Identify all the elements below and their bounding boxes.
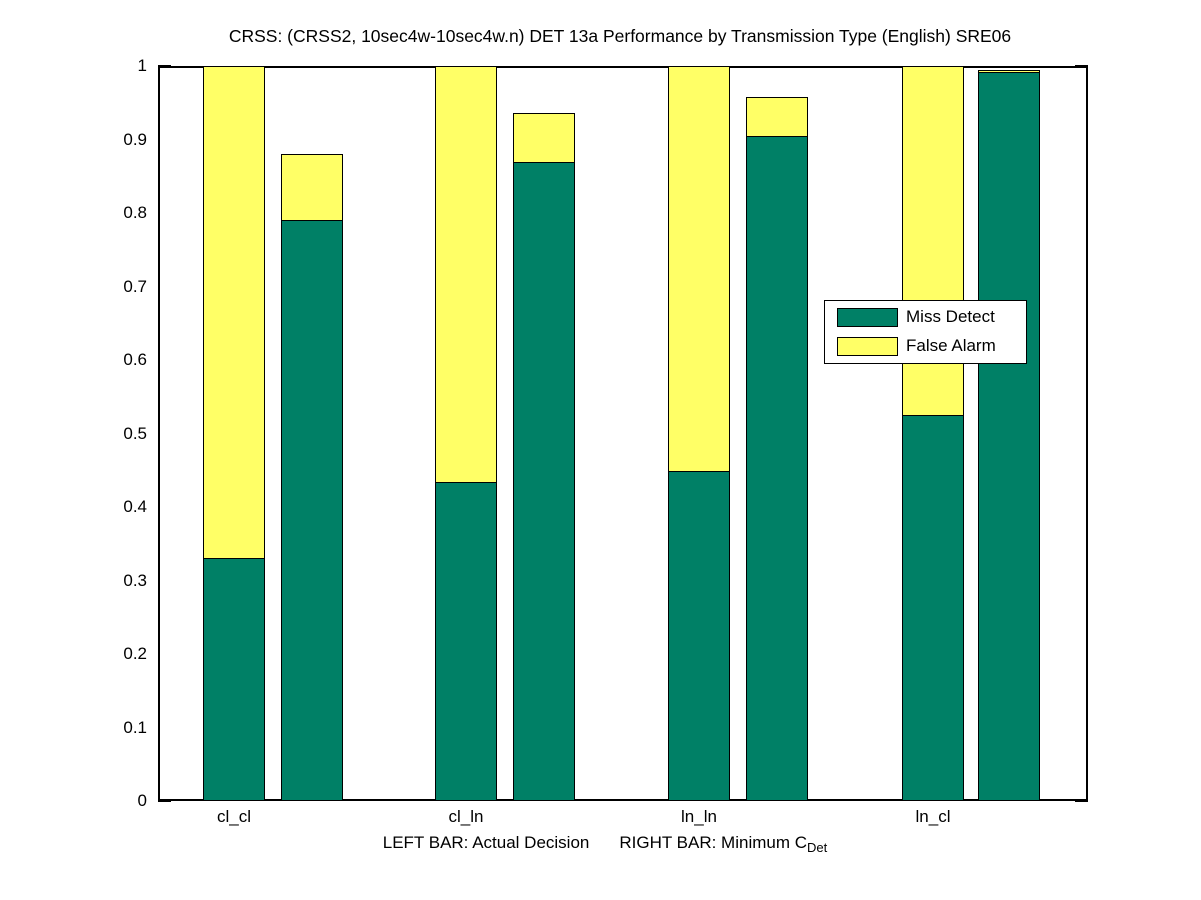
false-alarm-segment <box>203 66 265 560</box>
y-tick-label: 0.6 <box>123 350 147 369</box>
miss-detect-swatch <box>837 307 898 327</box>
false-alarm-segment <box>435 66 497 483</box>
chart-title: CRSS: (CRSS2, 10sec4w-10sec4w.n) DET 13a… <box>228 26 1012 46</box>
false-alarm-swatch <box>837 336 898 356</box>
y-tick-label: 0.2 <box>123 644 147 663</box>
miss-detect-segment <box>435 482 497 801</box>
miss-detect-segment <box>978 71 1040 801</box>
y-tick-right <box>1075 800 1088 802</box>
x-category-label: ln_cl <box>915 807 951 826</box>
y-tick-label: 0.3 <box>123 570 147 590</box>
y-tick-label: 0.4 <box>123 497 147 516</box>
x-axis-label-left: LEFT BAR: Actual Decision <box>382 833 590 852</box>
legend-box: Miss Detect False Alarm <box>824 300 1027 364</box>
x-axis-label-subscript: Det <box>807 840 828 855</box>
y-tick-label: 0.5 <box>123 423 147 443</box>
false-alarm-segment <box>668 66 730 472</box>
miss-detect-segment <box>203 558 265 801</box>
legend-row-miss-detect: Miss Detect <box>837 307 995 327</box>
miss-detect-segment <box>746 135 808 801</box>
legend-label-false-alarm: False Alarm <box>906 336 996 355</box>
x-category-label: cl_ln <box>448 807 484 826</box>
y-tick-label: 0.9 <box>123 129 147 149</box>
false-alarm-segment <box>746 96 808 137</box>
x-axis-label: LEFT BAR: Actual Decision RIGHT BAR: Min… <box>0 833 1201 855</box>
miss-detect-segment <box>668 470 730 801</box>
x-category-label: ln_ln <box>681 807 717 826</box>
y-tick-label: 1 <box>137 56 147 75</box>
false-alarm-segment <box>513 113 575 164</box>
x-category-label: cl_cl <box>216 807 251 826</box>
y-tick-label: 0.1 <box>123 717 147 737</box>
legend-row-false-alarm: False Alarm <box>837 336 996 356</box>
legend-label-miss-detect: Miss Detect <box>906 307 995 326</box>
y-tick-label: 0.7 <box>123 276 147 296</box>
x-axis-label-right: RIGHT BAR: Minimum C <box>619 833 808 852</box>
y-tick-label: 0 <box>137 791 147 810</box>
miss-detect-segment <box>902 415 964 801</box>
miss-detect-segment <box>281 220 343 801</box>
false-alarm-segment <box>281 154 343 222</box>
y-tick-left <box>158 800 171 802</box>
miss-detect-segment <box>513 162 575 801</box>
y-tick-label: 0.8 <box>123 203 147 222</box>
